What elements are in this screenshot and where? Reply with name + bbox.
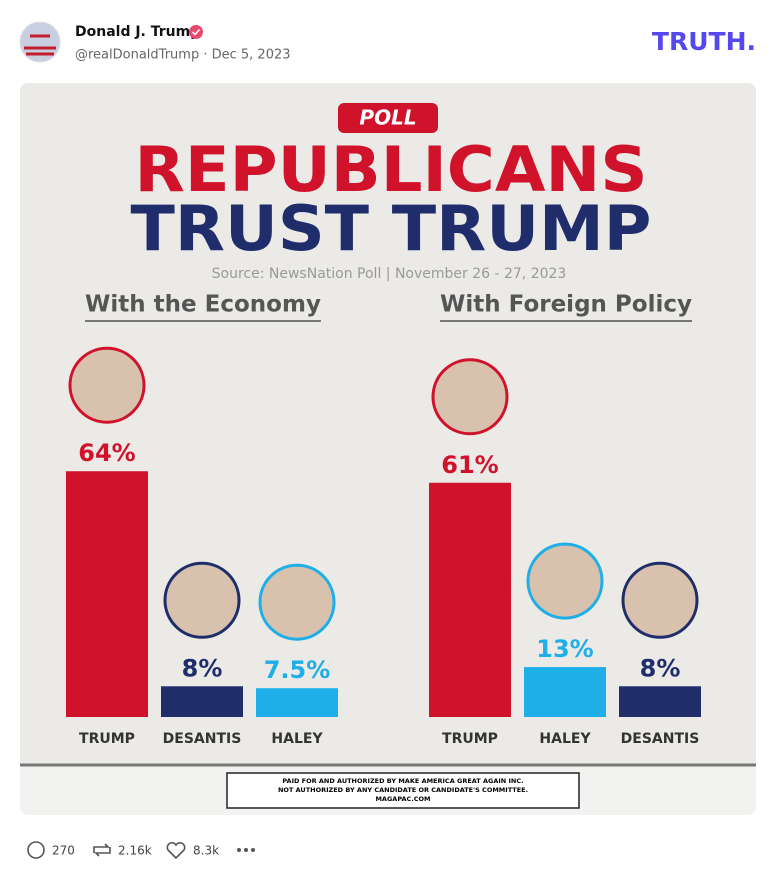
candidate-portrait [68, 346, 146, 424]
like-count: 8.3k [193, 844, 219, 858]
more-dot [244, 848, 248, 852]
category-label: DESANTIS [163, 731, 242, 747]
repost-button[interactable]: 2.16k [93, 843, 152, 858]
bar [619, 686, 701, 717]
poll-badge [338, 103, 438, 133]
repost-icon [93, 843, 111, 857]
reply-icon [27, 841, 45, 859]
value-label: 7.5% [264, 656, 331, 684]
disclaimer-line: PAID FOR AND AUTHORIZED BY MAKE AMERICA … [282, 777, 523, 785]
bar [524, 667, 606, 717]
disclaimer-line: MAGAPAC.COM [375, 795, 430, 803]
headline-line2: TRUST TRUMP [131, 192, 652, 265]
category-label: TRUMP [79, 731, 135, 747]
source-note: Source: NewsNation Poll | November 26 - … [212, 266, 567, 282]
reply-count: 270 [52, 844, 75, 858]
poll-badge-text: POLL [359, 106, 416, 130]
author-name[interactable]: Donald J. Trump [75, 24, 200, 40]
category-label: DESANTIS [621, 731, 700, 747]
bar [66, 471, 148, 717]
disclaimer-box [226, 772, 580, 809]
bar [429, 482, 511, 717]
value-label: 13% [536, 635, 593, 663]
like-icon [166, 841, 186, 860]
more-dot [237, 848, 241, 852]
disclaimer-line: NOT AUTHORIZED BY ANY CANDIDATE OR CANDI… [278, 786, 528, 794]
more-button[interactable] [237, 848, 255, 852]
brand-logo[interactable]: TRUTH. [652, 27, 756, 56]
candidate-portrait [258, 563, 336, 641]
headline-line1: REPUBLICANS [135, 133, 648, 206]
chart-title: With the Economy [85, 292, 321, 318]
like-button[interactable]: 8.3k [166, 841, 219, 860]
verified-check [191, 28, 201, 36]
candidate-portrait [621, 561, 699, 639]
value-label: 61% [441, 451, 498, 479]
category-label: HALEY [539, 731, 591, 747]
candidate-portrait [526, 542, 604, 620]
value-label: 64% [78, 439, 135, 467]
candidate-portrait [431, 358, 509, 436]
value-label: 8% [640, 654, 681, 682]
category-label: HALEY [271, 731, 323, 747]
author-handle[interactable]: @realDonaldTrump · Dec 5, 2023 [75, 48, 291, 63]
candidate-portrait [163, 561, 241, 639]
chart-title: With Foreign Policy [440, 292, 692, 318]
bar [161, 686, 243, 717]
reply-button[interactable]: 270 [27, 841, 75, 859]
more-dot [251, 848, 255, 852]
repost-count: 2.16k [118, 844, 152, 858]
bar [256, 688, 338, 717]
avatar[interactable] [19, 21, 61, 63]
avatar-art [24, 34, 56, 56]
value-label: 8% [182, 654, 223, 682]
category-label: TRUMP [442, 731, 498, 747]
verified-badge [189, 25, 203, 39]
